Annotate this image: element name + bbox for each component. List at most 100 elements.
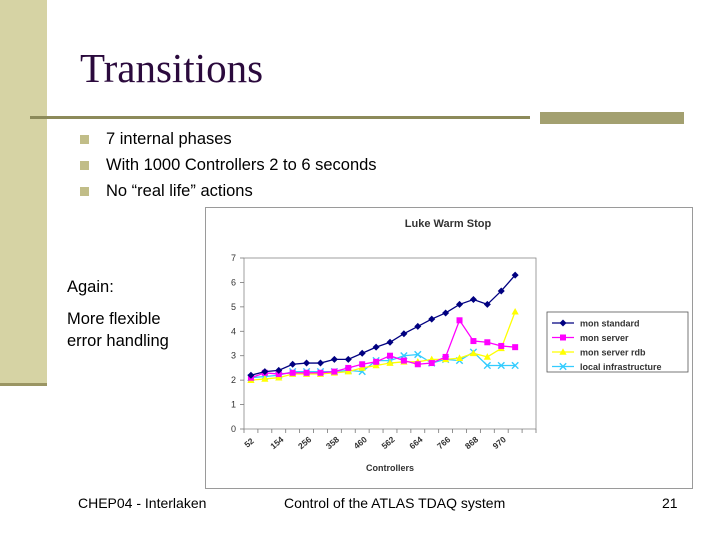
note-line: Again: [67, 278, 114, 296]
x-tick-label: 664 [407, 434, 425, 451]
y-tick-label: 3 [231, 351, 236, 361]
line-chart: Luke Warm Stop 0 1 2 3 4 5 6 7 52 154 256 358 460 56… [231, 218, 689, 473]
y-tick-label: 5 [231, 302, 236, 312]
bullet-text: No “real life” actions [106, 182, 253, 200]
data-point [497, 361, 505, 370]
square-bullet-icon [80, 161, 89, 170]
data-point [470, 338, 477, 345]
data-point [386, 338, 394, 346]
legend-marker [560, 334, 566, 341]
title-rule-block [540, 112, 684, 124]
note-line: error handling [67, 332, 169, 350]
legend-item: mon standard [552, 319, 640, 329]
y-tick-label: 1 [231, 400, 236, 410]
data-point [414, 361, 421, 368]
data-point [428, 315, 436, 323]
data-point [344, 367, 352, 375]
legend-label: mon server rdb [580, 348, 646, 358]
data-point [373, 358, 380, 365]
data-point [400, 330, 408, 338]
data-point [512, 344, 519, 351]
data-point [400, 357, 407, 364]
legend-marker [559, 362, 567, 371]
data-point [483, 300, 491, 308]
data-point [344, 355, 352, 363]
y-tick-label: 7 [231, 253, 236, 263]
x-tick-label: 970 [491, 434, 509, 451]
y-tick-label: 6 [231, 277, 236, 287]
data-point [345, 364, 352, 371]
data-point [442, 309, 450, 317]
data-point [330, 355, 338, 363]
chart-legend: mon standard mon server mon server rdb loca… [546, 311, 689, 373]
y-tick-label: 4 [231, 326, 236, 336]
data-point [497, 287, 505, 295]
side-accent-shadow [0, 383, 47, 386]
page-number: 21 [662, 495, 678, 511]
side-accent-bar [0, 0, 47, 383]
series-mon-standard [247, 271, 519, 379]
data-point [303, 359, 311, 367]
data-point [359, 361, 366, 368]
footer-center: Control of the ATLAS TDAQ system [284, 495, 506, 511]
chart-frame: Luke Warm Stop 0 1 2 3 4 5 6 7 52 154 256 358 460 56… [205, 207, 693, 489]
data-point [414, 350, 422, 359]
x-axis: 52 154 256 358 460 562 664 766 868 970 [242, 429, 537, 451]
y-axis: 0 1 2 3 4 5 6 7 [231, 253, 244, 434]
y-tick-label: 2 [231, 375, 236, 385]
legend-marker [559, 319, 567, 327]
data-point [484, 339, 491, 346]
data-point [317, 369, 324, 376]
data-point [331, 368, 338, 375]
data-point [456, 300, 464, 308]
data-point [275, 371, 282, 378]
data-point [469, 349, 478, 357]
x-tick-label: 358 [324, 434, 342, 451]
legend-item: mon server rdb [552, 348, 646, 358]
title-rule [30, 116, 530, 119]
footer-left: CHEP04 - Interlaken [78, 495, 207, 511]
x-tick-label: 868 [463, 434, 481, 451]
data-point [442, 353, 449, 360]
square-bullet-icon [80, 135, 89, 144]
data-point [289, 369, 296, 376]
data-point [261, 375, 269, 382]
data-point [275, 366, 283, 374]
x-tick-label: 460 [352, 434, 370, 451]
data-point [289, 360, 297, 368]
bullet-text: 7 internal phases [106, 130, 232, 148]
data-point [386, 359, 394, 366]
data-point [511, 361, 519, 370]
bullet-text: With 1000 Controllers 2 to 6 seconds [106, 156, 377, 174]
data-point [303, 369, 310, 376]
x-tick-label: 562 [379, 434, 397, 451]
data-point [428, 360, 435, 367]
legend-item: local infrastructure [552, 362, 662, 372]
data-point [456, 317, 463, 324]
slide-title: Transitions [80, 45, 264, 91]
square-bullet-icon [80, 187, 89, 196]
data-point [387, 352, 393, 359]
x-axis-label: Controllers [366, 463, 414, 473]
x-tick-label: 154 [268, 434, 286, 451]
legend-marker [559, 348, 567, 355]
data-point [372, 361, 380, 369]
x-tick-label: 52 [242, 436, 256, 450]
data-point [455, 354, 464, 361]
x-tick-label: 256 [296, 434, 314, 451]
data-point [483, 361, 492, 370]
legend-label: mon server [580, 333, 629, 343]
y-tick-label: 0 [231, 424, 236, 434]
data-point [469, 296, 477, 304]
data-point [414, 322, 422, 330]
legend-box [546, 311, 689, 373]
data-point [247, 371, 255, 379]
data-point [372, 343, 380, 351]
x-tick-label: 766 [435, 434, 453, 451]
legend-item: mon server [552, 333, 629, 343]
data-point [498, 342, 505, 349]
data-point [275, 373, 283, 381]
chart-title: Luke Warm Stop [405, 218, 492, 230]
data-point [316, 359, 324, 367]
series-mon-server [247, 317, 519, 381]
